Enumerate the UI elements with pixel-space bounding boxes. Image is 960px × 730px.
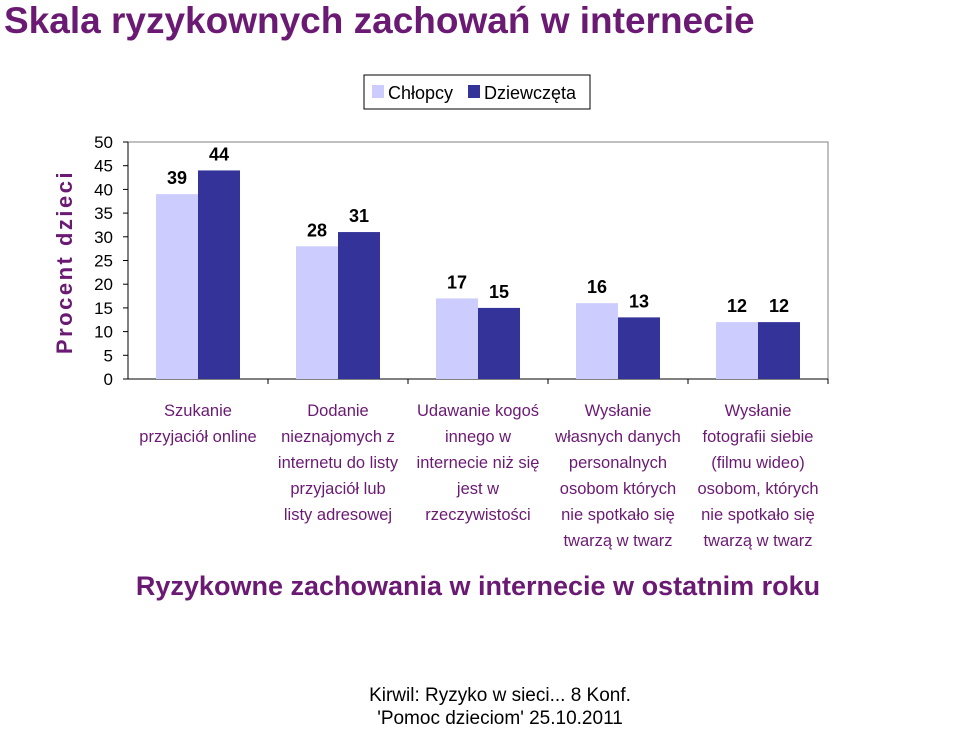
category-label: innego w [445, 428, 511, 446]
category-label: osobom, których [697, 480, 818, 498]
category-label: personalnych [569, 454, 667, 472]
category-label: osobom których [560, 480, 676, 498]
x-axis-label: Ryzykowne zachowania w internecie w osta… [136, 571, 820, 601]
data-label: 17 [447, 272, 467, 292]
legend-swatch [372, 85, 384, 98]
footer: Kirwil: Ryzyko w sieci... 8 Konf. 'Pomoc… [290, 684, 710, 730]
y-tick-label: 0 [104, 370, 113, 389]
category-label: rzeczywistości [425, 506, 530, 524]
y-tick-label: 15 [94, 299, 113, 318]
category-label: Wysłanie [725, 402, 792, 420]
category-label: przyjaciół lub [290, 480, 385, 498]
y-tick-label: 20 [94, 275, 113, 294]
bar-chłopcy [296, 246, 338, 379]
legend-swatch [468, 85, 480, 98]
y-axis-label: Procent dzieci [52, 170, 77, 354]
data-label: 44 [209, 144, 229, 164]
category-label: listy adresowej [284, 506, 392, 524]
category-label: Wysłanie [585, 402, 652, 420]
legend-label: Chłopcy [388, 83, 453, 103]
category-label: internetu do listy [278, 454, 399, 472]
footer-line-2: 'Pomoc dzieciom' 25.10.2011 [377, 708, 623, 729]
bar-dziewczęta [758, 322, 800, 379]
category-label: internecie niż się [417, 454, 540, 472]
legend-label: Dziewczęta [484, 83, 577, 103]
bar-chart: 0 5 10 15 20 25 30 35 40 45 50 Procent dzieci 39 44 Sz… [52, 74, 829, 601]
data-label: 12 [727, 296, 747, 316]
page-title: Skala ryzykownych zachowań w internecie [4, 0, 755, 41]
bar-dziewczęta [618, 317, 660, 379]
y-tick-label: 10 [94, 323, 113, 342]
y-tick-label: 30 [94, 228, 113, 247]
category-label: nie spotkało się [561, 506, 675, 524]
data-label: 39 [167, 168, 187, 188]
category-label: Udawanie kogoś [417, 402, 539, 420]
category-label: twarzą w twarz [563, 532, 672, 550]
category-label: nieznajomych z [281, 428, 395, 446]
bar-chłopcy [436, 298, 478, 379]
data-label: 15 [489, 282, 509, 302]
category-label: twarzą w twarz [703, 532, 812, 550]
y-tick-label: 40 [94, 180, 113, 199]
bar-chłopcy [576, 303, 618, 379]
bar-chłopcy [716, 322, 758, 379]
bar-dziewczęta [198, 170, 240, 379]
data-label: 31 [349, 206, 369, 226]
category-label: jest w [456, 480, 499, 498]
category-label: własnych danych [554, 428, 681, 446]
data-label: 13 [629, 291, 649, 311]
y-tick-label: 5 [104, 346, 113, 365]
bar-dziewczęta [478, 307, 520, 379]
category-label: fotografii siebie [703, 428, 814, 446]
bar-dziewczęta [338, 232, 380, 379]
y-tick-label: 35 [94, 204, 113, 223]
category-label: Dodanie [307, 402, 368, 420]
y-tick-label: 50 [94, 133, 113, 152]
category-label: przyjaciół online [139, 428, 256, 446]
y-tick-label: 45 [94, 157, 113, 176]
category-label: nie spotkało się [701, 506, 815, 524]
data-label: 28 [307, 220, 327, 240]
bar-chłopcy [156, 194, 198, 379]
data-label: 12 [769, 296, 789, 316]
category-label: Szukanie [164, 402, 232, 420]
footer-line-1: Kirwil: Ryzyko w sieci... 8 Konf. [369, 685, 631, 706]
data-label: 16 [587, 277, 607, 297]
y-tick-label: 25 [94, 252, 113, 271]
category-label: (filmu wideo) [711, 454, 805, 472]
